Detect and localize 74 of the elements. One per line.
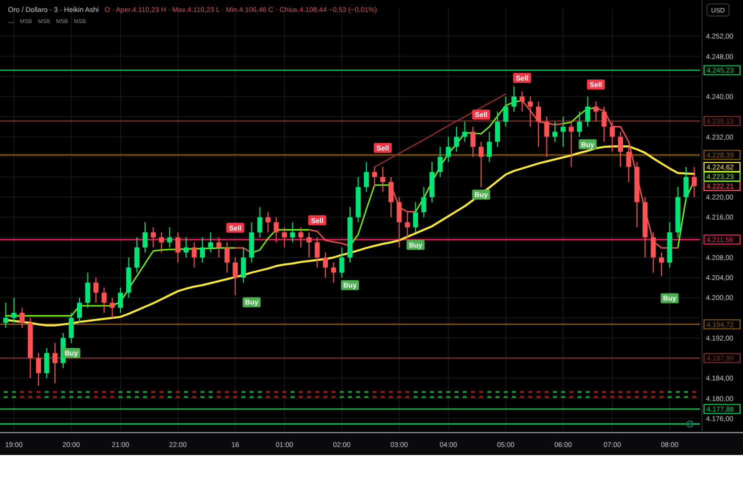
candlestick [486,131,492,162]
candlestick [175,232,180,263]
candlestick [413,202,418,233]
candlestick [380,166,386,193]
candlestick [322,252,328,278]
candlestick [585,96,590,128]
candlestick [520,90,525,112]
candlestick [544,116,550,158]
candlestick [568,121,574,168]
candlestick [93,277,98,304]
candlestick [396,196,402,248]
candlestick [216,236,222,258]
candlestick [593,101,598,122]
candlestick [298,226,304,248]
candlestick [650,232,656,274]
candlestick [77,297,82,324]
candlestick [134,236,140,274]
candlestick [626,146,632,183]
candlestick [684,166,689,203]
candlestick [618,131,623,168]
candlestick [232,256,238,296]
candlestick [339,246,344,278]
candlestick [110,297,115,318]
candlestick [454,126,460,152]
candlestick [511,86,516,112]
candlestick [528,96,533,128]
candlestick [118,287,123,314]
candlestick [536,101,542,148]
candlestick [421,186,426,218]
candlestick [167,226,172,248]
candlestick [224,242,230,274]
candlestick [192,242,197,268]
candlestick [552,121,558,142]
candlestick [446,136,451,162]
candlestick [404,212,410,238]
candlestick [658,252,664,277]
candlestick [44,348,50,379]
candlestick [150,226,156,248]
candlestick [85,272,90,308]
candlestick [200,236,205,263]
candlestick [364,161,369,193]
candlestick [495,111,500,148]
candlestick [462,121,468,142]
candlestick [36,352,42,386]
candlestick [692,166,697,198]
candlestick [610,121,615,152]
candlestick [142,222,148,253]
candlestick [602,106,607,142]
candlestick [11,297,16,324]
candlestick [184,236,189,258]
candlestick [290,222,296,243]
candlestick [282,226,287,248]
candlestick [266,212,271,233]
candlestick [372,166,378,188]
candlestick [306,232,312,258]
candlestick [274,216,279,243]
candlestick [102,287,107,314]
candlestick [208,232,214,253]
candlestick [577,111,582,138]
candlestick [314,236,320,268]
candlestick [158,232,164,253]
candlestick [438,146,443,178]
candlestick [3,302,8,328]
candlestick [560,116,566,148]
candlestick [503,96,508,128]
candlestick [20,307,25,328]
candlestick [257,206,262,238]
candlestick [388,176,394,218]
candlestick [331,262,336,284]
candlestick [68,312,74,344]
candlestick [478,141,484,188]
candlestick [52,342,58,384]
candlestick [470,126,476,158]
candlestick [240,246,246,284]
